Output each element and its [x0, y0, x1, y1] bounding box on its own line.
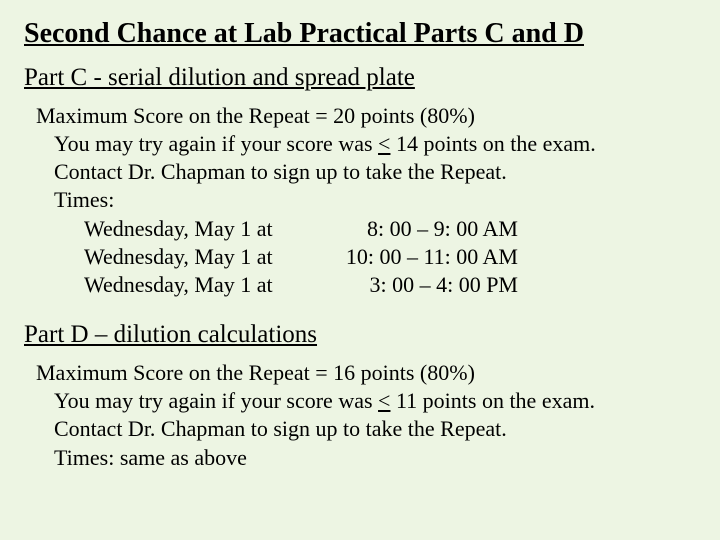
time-range: 10: 00 – 11: 00 AM	[338, 243, 522, 271]
part-c-elig-symbol: <	[378, 131, 390, 156]
part-c-max-prefix: Maximum Score on the Repeat =	[36, 103, 333, 128]
part-d-elig-prefix: You may try again if your score was	[54, 388, 378, 413]
part-c-elig-suffix: 14 points on the exam.	[390, 131, 595, 156]
part-d-max-prefix: Maximum Score on the Repeat =	[36, 360, 333, 385]
part-d-contact: Contact Dr. Chapman to sign up to take t…	[36, 415, 696, 443]
part-c-times-table: Wednesday, May 1 at 8: 00 – 9: 00 AM Wed…	[84, 215, 522, 299]
part-d-max-score: Maximum Score on the Repeat = 16 points …	[36, 359, 696, 387]
part-c-elig-prefix: You may try again if your score was	[54, 131, 378, 156]
part-c-max-score: Maximum Score on the Repeat = 20 points …	[36, 102, 696, 130]
part-c-eligibility: You may try again if your score was < 14…	[36, 130, 696, 158]
time-day: Wednesday, May 1 at	[84, 215, 338, 243]
time-day: Wednesday, May 1 at	[84, 243, 338, 271]
table-row: Wednesday, May 1 at 3: 00 – 4: 00 PM	[84, 271, 522, 299]
part-d-elig-symbol: <	[378, 388, 390, 413]
part-d-eligibility: You may try again if your score was < 11…	[36, 387, 696, 415]
time-day: Wednesday, May 1 at	[84, 271, 338, 299]
main-title: Second Chance at Lab Practical Parts C a…	[24, 18, 696, 50]
part-c-heading: Part C - serial dilution and spread plat…	[24, 64, 696, 92]
part-d-times: Times: same as above	[36, 444, 696, 472]
part-c-contact: Contact Dr. Chapman to sign up to take t…	[36, 158, 696, 186]
part-d-heading: Part D – dilution calculations	[24, 321, 696, 349]
part-c-body: Maximum Score on the Repeat = 20 points …	[36, 102, 696, 299]
part-c-times-label: Times:	[36, 186, 696, 214]
part-d-body: Maximum Score on the Repeat = 16 points …	[36, 359, 696, 472]
time-range: 3: 00 – 4: 00 PM	[338, 271, 522, 299]
part-d-max-value: 16 points (80%)	[333, 360, 475, 385]
time-range: 8: 00 – 9: 00 AM	[338, 215, 522, 243]
table-row: Wednesday, May 1 at 10: 00 – 11: 00 AM	[84, 243, 522, 271]
page: Second Chance at Lab Practical Parts C a…	[0, 0, 720, 472]
part-c-max-value: 20 points (80%)	[333, 103, 475, 128]
part-d-elig-suffix: 11 points on the exam.	[390, 388, 595, 413]
table-row: Wednesday, May 1 at 8: 00 – 9: 00 AM	[84, 215, 522, 243]
